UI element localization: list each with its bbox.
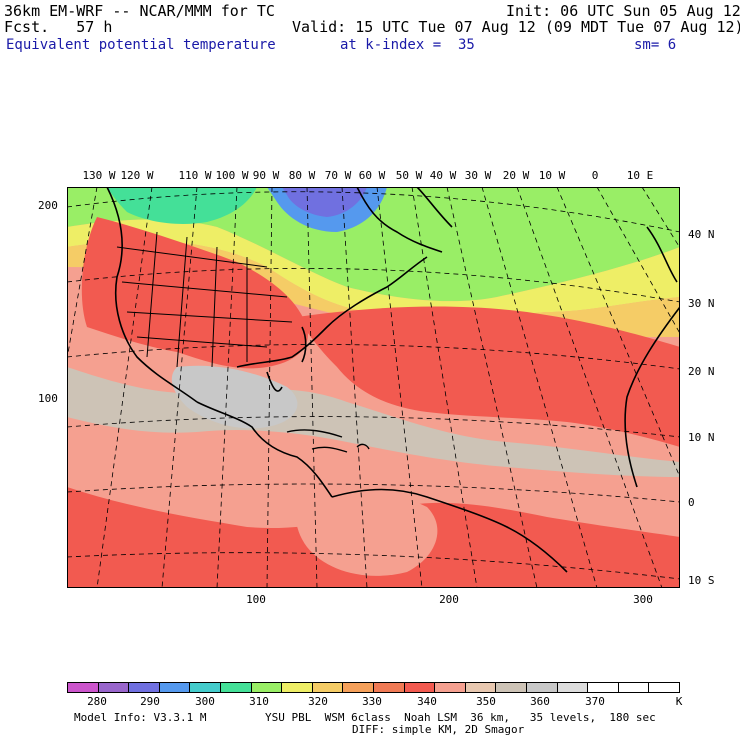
field-south-light <box>295 485 438 576</box>
lat-label: 40 N <box>688 228 715 241</box>
lat-label: 20 N <box>688 365 715 378</box>
lon-label: 30 W <box>464 169 492 182</box>
lat-label: 0 <box>688 496 695 509</box>
lat-label: 10 N <box>688 431 715 444</box>
field-atlantic-red <box>297 306 680 447</box>
legend-label: 360 <box>530 695 550 708</box>
model-title: 36km EM-WRF -- NCAR/MMM for TC <box>4 2 275 20</box>
legend-unit: K <box>675 695 683 708</box>
field-band-purple <box>282 187 367 217</box>
lon-label: 100 W <box>215 169 249 182</box>
smoothing-label: sm= 6 <box>634 37 677 53</box>
legend-swatch <box>435 683 466 692</box>
lon-label: 130 W <box>82 169 116 182</box>
equivalent-potential-temperature-map <box>67 187 680 588</box>
grid-x-label: 300 <box>633 593 653 606</box>
legend-label: 300 <box>195 695 215 708</box>
field-band-teal <box>107 187 257 224</box>
lon-label: 50 W <box>395 169 423 182</box>
color-legend <box>67 682 680 693</box>
forecast-hour: Fcst. 57 h <box>4 18 113 36</box>
lat-label: 30 N <box>688 297 715 310</box>
state-borders <box>116 231 293 368</box>
legend-label: 330 <box>362 695 382 708</box>
legend-label: 320 <box>308 695 328 708</box>
legend-label: 280 <box>87 695 107 708</box>
field-band-yellow <box>67 219 680 318</box>
legend-swatch <box>251 683 283 692</box>
lon-label: 20 W <box>502 169 530 182</box>
field-name: Equivalent potential temperature <box>6 37 276 53</box>
islands <box>286 429 370 453</box>
level-label: at k-index = 35 <box>340 37 475 53</box>
grid-x-label: 200 <box>439 593 459 606</box>
lon-label: 120 W <box>120 169 154 182</box>
legend-label: 370 <box>585 695 605 708</box>
lon-label: 80 W <box>288 169 316 182</box>
legend-swatch <box>68 683 99 692</box>
model-info: Model Info: V3.3.1 M <box>74 711 207 724</box>
lon-label: 10 W <box>538 169 566 182</box>
valid-time: Valid: 15 UTC Tue 07 Aug 12 (09 MDT Tue … <box>292 18 740 36</box>
lon-label: 110 W <box>178 169 212 182</box>
legend-swatch <box>618 683 650 692</box>
legend-swatch <box>649 683 679 692</box>
legend-label: 340 <box>417 695 437 708</box>
lon-label: 60 W <box>358 169 386 182</box>
legend-swatch <box>129 683 160 692</box>
legend-swatch <box>159 683 191 692</box>
lon-label: 10 E <box>626 169 654 182</box>
legend-swatch <box>312 683 344 692</box>
lon-label: 0 <box>591 169 599 182</box>
coastlines <box>106 187 680 573</box>
legend-swatch <box>404 683 436 692</box>
legend-swatch <box>282 683 313 692</box>
lat-label: 10 S <box>688 574 715 587</box>
lon-label: 70 W <box>324 169 352 182</box>
legend-label: 350 <box>476 695 496 708</box>
field-us-red <box>81 217 308 369</box>
legend-swatch <box>190 683 221 692</box>
grid-y-label: 200 <box>38 199 58 212</box>
legend-swatch <box>557 683 589 692</box>
lon-label: 90 W <box>252 169 280 182</box>
legend-swatch <box>496 683 527 692</box>
grid-x-label: 100 <box>246 593 266 606</box>
init-time: Init: 06 UTC Sun 05 Aug 12 <box>506 2 740 20</box>
diffusion-info: DIFF: simple KM, 2D Smagor <box>352 723 525 736</box>
legend-swatch <box>98 683 130 692</box>
legend-swatch <box>526 683 558 692</box>
legend-swatch <box>220 683 252 692</box>
legend-label: 290 <box>140 695 160 708</box>
physics-info: YSU PBL WSM 6class Noah LSM 36 km, 35 le… <box>265 711 656 724</box>
lon-label: 40 W <box>429 169 457 182</box>
legend-swatch <box>465 683 497 692</box>
grid-y-label: 100 <box>38 392 58 405</box>
legend-label: 310 <box>249 695 269 708</box>
graticule <box>67 187 680 588</box>
legend-swatch <box>588 683 619 692</box>
field-gulf-gray <box>171 365 298 429</box>
legend-swatch <box>373 683 405 692</box>
legend-swatch <box>343 683 374 692</box>
